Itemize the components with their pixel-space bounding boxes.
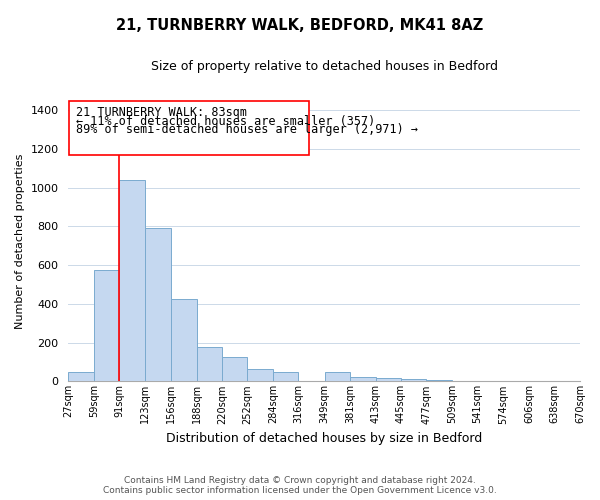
Bar	[94, 270, 119, 382]
Text: Contains HM Land Registry data © Crown copyright and database right 2024.
Contai: Contains HM Land Registry data © Crown c…	[103, 476, 497, 495]
Text: ← 11% of detached houses are smaller (357): ← 11% of detached houses are smaller (35…	[76, 115, 375, 128]
Y-axis label: Number of detached properties: Number of detached properties	[15, 154, 25, 328]
X-axis label: Distribution of detached houses by size in Bedford: Distribution of detached houses by size …	[166, 432, 482, 445]
Text: 21 TURNBERRY WALK: 83sqm: 21 TURNBERRY WALK: 83sqm	[76, 106, 247, 120]
Bar	[171, 299, 197, 382]
Bar	[325, 372, 350, 382]
Bar	[68, 372, 94, 382]
Bar	[145, 228, 171, 382]
Bar	[119, 180, 145, 382]
Text: 89% of semi-detached houses are larger (2,971) →: 89% of semi-detached houses are larger (…	[76, 124, 418, 136]
Text: 21, TURNBERRY WALK, BEDFORD, MK41 8AZ: 21, TURNBERRY WALK, BEDFORD, MK41 8AZ	[116, 18, 484, 32]
Bar	[427, 380, 452, 382]
Bar	[247, 369, 273, 382]
Bar	[350, 376, 376, 382]
Bar	[197, 346, 222, 382]
Bar	[69, 100, 310, 155]
Title: Size of property relative to detached houses in Bedford: Size of property relative to detached ho…	[151, 60, 498, 73]
Bar	[401, 380, 427, 382]
Bar	[273, 372, 298, 382]
Bar	[376, 378, 401, 382]
Bar	[222, 357, 247, 382]
